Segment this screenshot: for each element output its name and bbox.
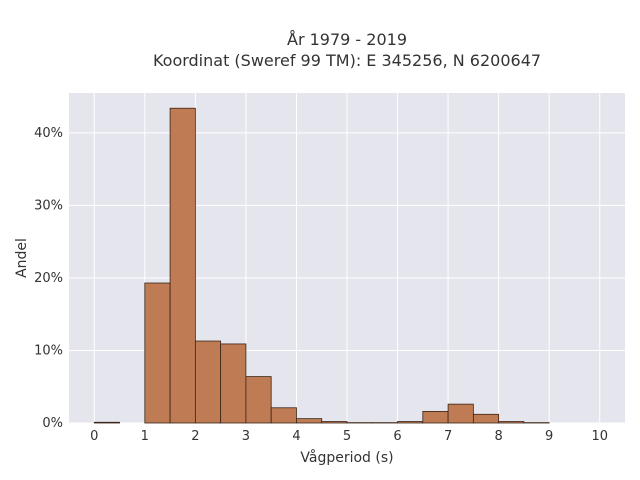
histogram-bar-0 [93,421,120,424]
x-tick-label-2: 2 [191,429,199,444]
histogram-bar-12 [397,421,424,424]
histogram-bar-15 [472,413,500,424]
histogram-bar-16 [498,421,525,424]
y-tick-labels: 0% 10% 20% 30% 40% [34,126,63,431]
x-tick-label-9: 9 [545,429,553,444]
x-tick-label-8: 8 [494,429,502,444]
y-tick-label-0: 0% [42,416,63,431]
x-tick-label-10: 10 [591,429,608,444]
histogram-bar-6 [245,376,272,424]
histogram-bar-3 [169,107,196,424]
y-axis-title: Andel [14,238,30,278]
chart-title-line-1: År 1979 - 2019 [287,30,407,49]
y-tick-label-3: 30% [34,198,63,213]
histogram-bar-13 [422,410,449,424]
x-tick-label-7: 7 [444,429,452,444]
x-tick-label-6: 6 [393,429,401,444]
bars [93,107,550,424]
y-tick-label-1: 10% [34,343,63,358]
histogram-bar-5 [220,343,247,424]
histogram-bar-8 [296,418,323,424]
histogram-bar-7 [270,407,297,424]
y-tick-label-2: 20% [34,271,63,286]
histogram-bar-9 [321,421,348,424]
x-axis-title: Vågperiod (s) [300,449,393,466]
histogram-bar-2 [144,282,171,424]
x-tick-label-0: 0 [90,429,98,444]
x-tick-label-1: 1 [141,429,149,444]
x-tick-label-4: 4 [292,429,300,444]
histogram-bar-14 [447,403,474,424]
histogram-bar-4 [194,340,222,424]
x-tick-label-3: 3 [242,429,250,444]
x-tick-label-5: 5 [343,429,351,444]
y-tick-label-4: 40% [34,126,63,141]
x-tick-labels: 0 1 2 3 4 5 6 7 8 9 10 [90,429,608,444]
chart-title-line-2: Koordinat (Sweref 99 TM): E 345256, N 62… [153,51,541,70]
